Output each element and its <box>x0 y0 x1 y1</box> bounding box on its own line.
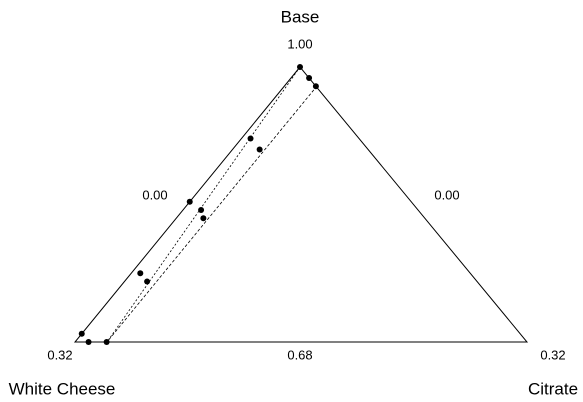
design-point <box>256 146 263 153</box>
design-point <box>137 270 144 277</box>
design-point <box>247 135 254 142</box>
axis-label: 0.32 <box>540 347 565 362</box>
axis-label: 1.00 <box>287 36 312 51</box>
left-label: White Cheese <box>9 379 116 398</box>
design-point <box>103 339 110 345</box>
axis-label: 0.00 <box>142 187 167 202</box>
design-point <box>186 198 193 205</box>
axis-label: 0.68 <box>287 347 312 362</box>
design-point <box>297 64 303 70</box>
design-point <box>85 339 92 345</box>
axis-label: 0.32 <box>47 347 72 362</box>
design-point <box>78 330 85 337</box>
design-point <box>306 75 313 81</box>
top-label: Base <box>281 7 320 26</box>
design-point <box>200 215 207 222</box>
triangle <box>73 66 529 343</box>
right-label: Citrate <box>528 379 578 398</box>
constraint-line <box>106 66 301 343</box>
design-point <box>198 207 205 213</box>
axis-label: 0.00 <box>434 187 459 202</box>
constraint-line <box>106 85 318 343</box>
design-point <box>144 278 151 285</box>
design-point <box>312 83 319 90</box>
